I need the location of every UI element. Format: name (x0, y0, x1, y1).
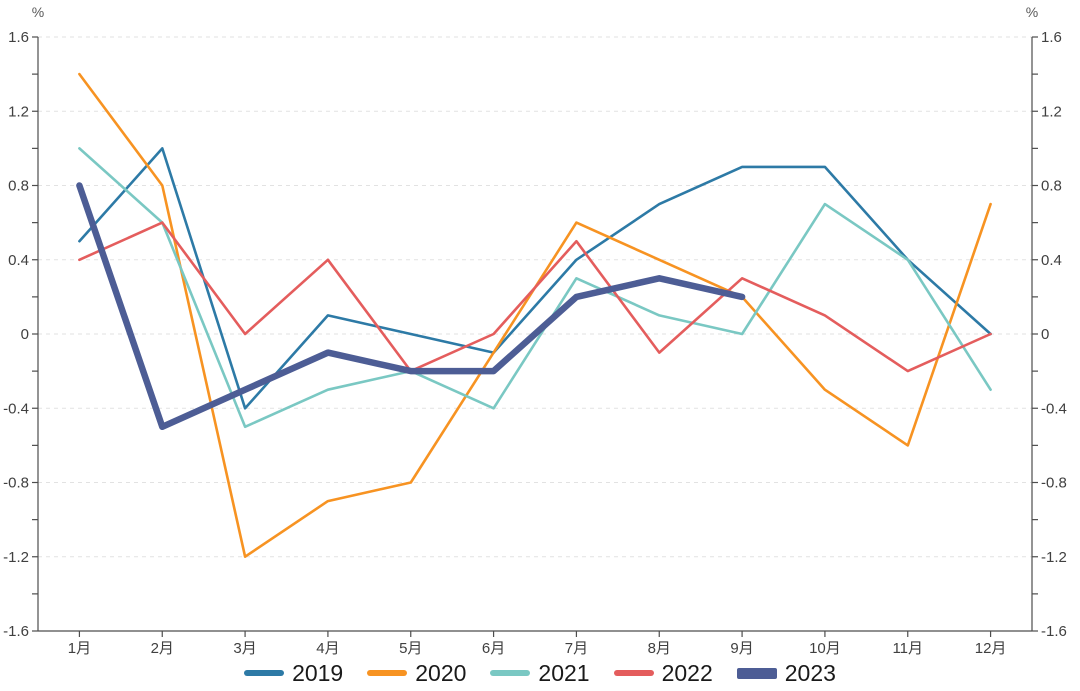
unit-label-right: % (1026, 4, 1038, 20)
x-axis-label: 7月 (565, 640, 588, 657)
legend: 2019 2020 2021 2022 2023 (0, 656, 1080, 690)
legend-label: 2022 (661, 659, 713, 686)
unit-label-left: % (32, 4, 44, 20)
x-axis-label: 10月 (809, 640, 841, 657)
legend-swatch-2020 (367, 670, 408, 676)
y-axis-label-right: 0.8 (1041, 178, 1062, 195)
x-axis-label: 12月 (975, 640, 1007, 657)
y-axis-label-left: -1.2 (3, 549, 29, 566)
y-axis-label-right: 0 (1041, 326, 1049, 343)
series-line-2019 (78, 147, 992, 410)
y-axis-label-left: -0.4 (3, 400, 29, 417)
y-axis-label-right: -1.6 (1041, 623, 1067, 640)
legend-swatch-2019 (244, 670, 285, 676)
x-axis-label: 8月 (648, 640, 671, 657)
y-axis-label-right: 1.2 (1041, 103, 1062, 120)
x-axis-label: 3月 (233, 640, 256, 657)
y-axis-label-right: 1.6 (1041, 29, 1062, 46)
legend-swatch-2022 (613, 670, 654, 676)
legend-item-2022[interactable]: 2022 (613, 659, 713, 686)
y-axis-label-right: 0.4 (1041, 252, 1062, 269)
x-axis-label: 11月 (892, 640, 923, 657)
y-axis-label-right: -1.2 (1041, 549, 1067, 566)
y-axis-label-right: -0.8 (1041, 475, 1067, 492)
y-axis-label-left: 0 (21, 326, 29, 343)
legend-label: 2020 (415, 659, 467, 686)
series-line-2022 (78, 221, 992, 373)
y-axis-label-left: -1.6 (3, 623, 29, 640)
legend-item-2021[interactable]: 2021 (490, 659, 590, 686)
legend-label: 2023 (784, 659, 836, 686)
x-axis-label: 6月 (482, 640, 505, 657)
x-axis-label: 9月 (730, 640, 753, 657)
legend-swatch-2023 (736, 667, 777, 679)
legend-label: 2021 (538, 659, 590, 686)
legend-label: 2019 (292, 659, 344, 686)
y-axis-label-left: -0.8 (3, 475, 29, 492)
x-axis-label: 5月 (399, 640, 422, 657)
y-axis-label-left: 1.6 (8, 29, 29, 46)
y-axis-label-right: -0.4 (1041, 400, 1067, 417)
y-axis-label-left: 1.2 (8, 103, 29, 120)
legend-item-2020[interactable]: 2020 (367, 659, 467, 686)
legend-swatch-2021 (490, 670, 531, 676)
x-axis-label: 4月 (316, 640, 339, 657)
x-axis-label: 1月 (68, 640, 91, 657)
y-axis-label-left: 0.8 (8, 178, 29, 195)
series-line-2023 (76, 182, 746, 431)
x-axis-label: 2月 (151, 640, 174, 657)
legend-item-2023[interactable]: 2023 (736, 659, 836, 686)
legend-item-2019[interactable]: 2019 (244, 659, 344, 686)
y-axis-label-left: 0.4 (8, 252, 29, 269)
